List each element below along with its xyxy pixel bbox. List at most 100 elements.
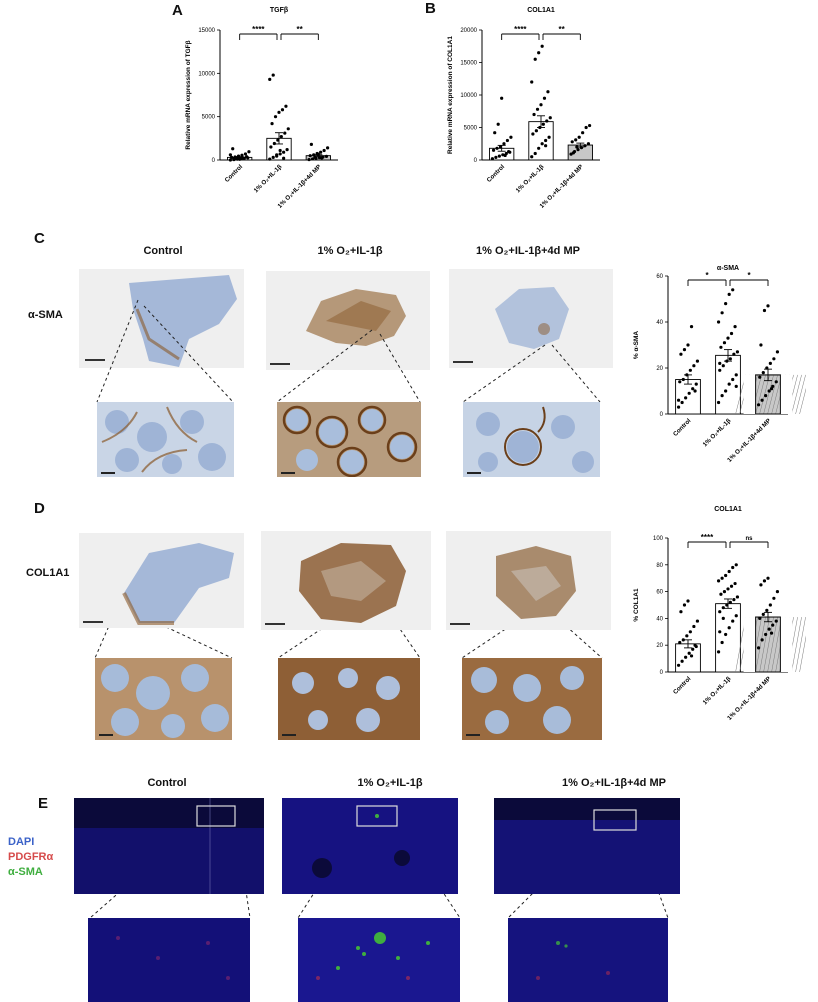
x-tick-label: Control <box>672 417 693 438</box>
y-tick-label: 100 <box>653 536 664 542</box>
data-point <box>716 579 721 583</box>
hatch-mask <box>743 617 756 672</box>
data-point <box>765 608 769 612</box>
chart-c-asma: α-SMA % α-SMA 0 20 40 60 Control 1% O₂+IL-1β1% … <box>633 265 806 464</box>
ihc-asma-mp-zoom <box>463 402 600 477</box>
chart-b-col1a1: COL1A1 Relative mRNA expression of COL1A1… <box>447 7 600 210</box>
data-point <box>720 394 724 398</box>
x-tick-label: Control <box>224 163 245 184</box>
data-point <box>574 138 578 142</box>
data-point <box>238 157 242 161</box>
y-tick-label: 5000 <box>464 126 478 132</box>
data-point <box>540 44 544 48</box>
data-point <box>772 357 776 361</box>
y-tick-label: 60 <box>656 590 663 596</box>
data-point <box>507 149 511 154</box>
y-tick-label: 40 <box>656 616 663 622</box>
if-hypoxia-zoom <box>298 918 460 1002</box>
data-point <box>284 104 288 108</box>
bar-hatch <box>755 617 766 673</box>
data-point <box>762 579 767 583</box>
x-tick-label: 1% O₂+IL-1β <box>702 417 733 448</box>
data-point <box>727 292 731 296</box>
data-point <box>575 145 579 149</box>
if-mp-zoom <box>508 918 668 1002</box>
data-point <box>687 651 691 655</box>
data-point <box>278 152 282 156</box>
data-point <box>689 654 694 658</box>
data-point <box>312 153 316 157</box>
data-point <box>725 359 729 363</box>
data-point <box>726 336 730 340</box>
col-header-control-e: Control <box>147 777 187 789</box>
data-point <box>282 156 286 160</box>
data-point <box>720 311 724 315</box>
data-point <box>691 387 695 391</box>
sig-label: **** <box>252 25 265 34</box>
data-point <box>269 145 273 149</box>
data-point <box>307 157 311 162</box>
bar-hatch <box>799 387 806 415</box>
ihc-asma-control-overview <box>79 269 244 368</box>
data-point <box>680 659 684 663</box>
bar-hatch <box>771 374 782 415</box>
y-tick-label: 0 <box>474 158 478 164</box>
data-point <box>724 573 728 578</box>
data-point <box>721 606 725 610</box>
data-point <box>764 632 768 637</box>
data-point <box>495 146 499 150</box>
data-point <box>241 156 245 160</box>
data-point <box>718 610 722 614</box>
data-point <box>247 150 251 154</box>
data-point <box>505 138 510 143</box>
if-control-overview <box>74 798 264 894</box>
hatch-mask <box>780 617 793 672</box>
y-tick-label: 15000 <box>460 61 477 67</box>
data-point <box>682 603 687 607</box>
data-point <box>731 619 735 623</box>
data-point <box>684 396 688 400</box>
data-point <box>685 373 689 377</box>
panel-letter-a: A <box>172 2 183 19</box>
data-point <box>724 632 728 637</box>
data-point <box>721 616 725 620</box>
data-point <box>491 148 496 152</box>
data-point <box>691 647 695 651</box>
data-point <box>727 626 731 630</box>
x-tick-label: 1% O₂+IL-1β+4d MP <box>726 675 772 721</box>
data-point <box>686 599 690 603</box>
data-point <box>758 616 762 620</box>
ihc-asma-hypoxia-overview <box>266 271 430 370</box>
y-tick-label: 60 <box>656 274 663 280</box>
ihc-col1a1-hypoxia-overview <box>261 531 431 630</box>
data-point <box>680 400 684 405</box>
data-point <box>679 352 683 356</box>
data-point <box>231 147 235 151</box>
data-point <box>271 73 275 77</box>
bar-hatch <box>759 617 770 673</box>
x-tick-label: Control <box>672 675 693 696</box>
data-point <box>576 148 580 152</box>
data-point <box>716 320 721 324</box>
data-point <box>771 623 775 627</box>
data-point <box>285 148 289 152</box>
data-point <box>282 150 286 154</box>
sig-label: ns <box>745 536 753 542</box>
data-point <box>544 144 548 148</box>
data-point <box>538 125 542 130</box>
data-point <box>760 398 764 402</box>
data-point <box>688 630 692 634</box>
y-axis-label: Relative mRNA expression of TGFβ <box>185 40 192 149</box>
y-tick-label: 40 <box>656 320 663 326</box>
data-point <box>320 156 324 160</box>
data-point <box>676 663 681 667</box>
data-point <box>316 152 320 156</box>
data-point <box>761 612 765 616</box>
data-point <box>493 131 497 135</box>
data-point <box>726 587 730 591</box>
data-point <box>733 581 737 586</box>
data-point <box>720 576 724 580</box>
row-label-col1a1: COL1A1 <box>26 567 70 579</box>
y-axis-label: % α-SMA <box>633 331 640 359</box>
data-point <box>761 371 765 375</box>
